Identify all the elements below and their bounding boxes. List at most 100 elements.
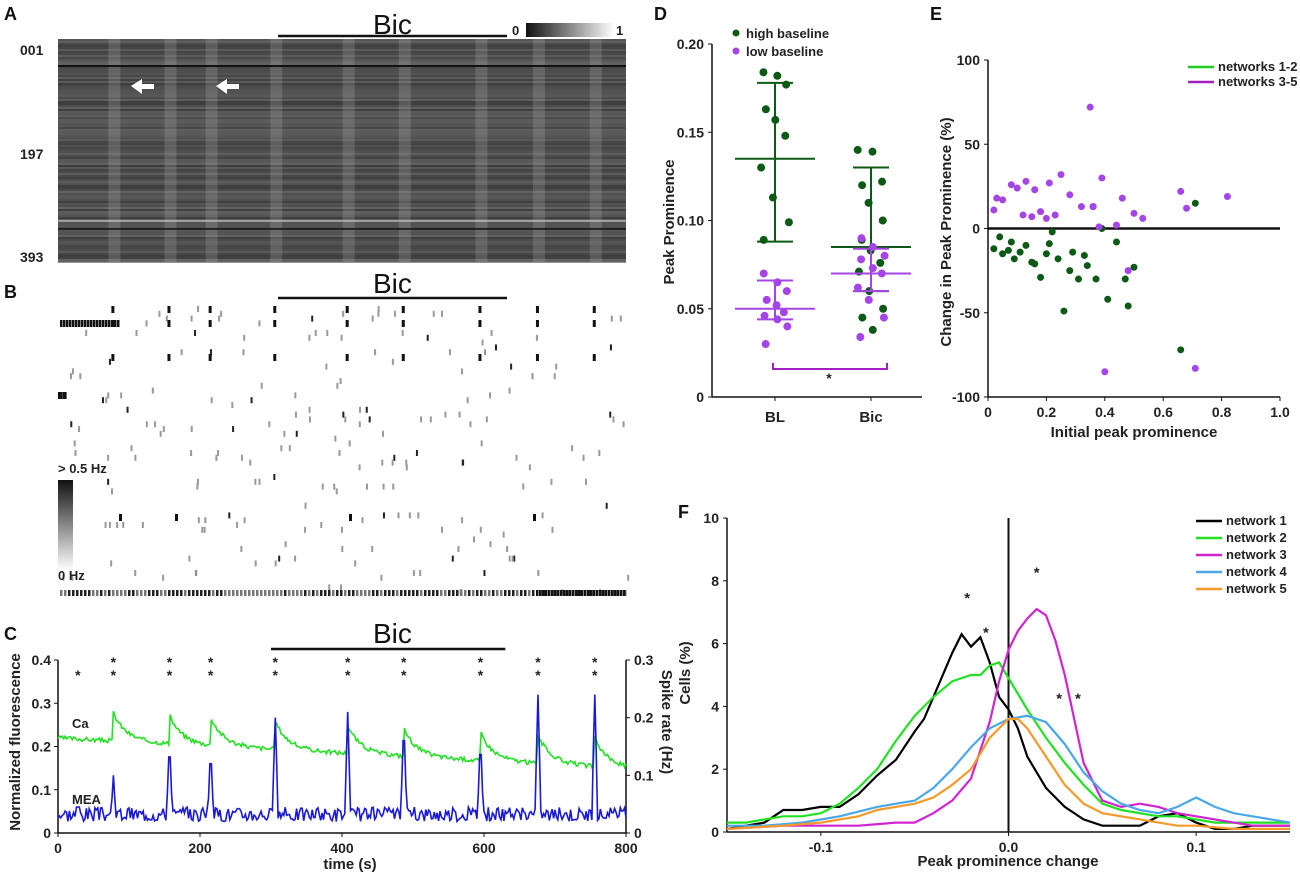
raster-spike	[592, 354, 596, 361]
raster-spike	[404, 590, 407, 596]
raster-spike	[376, 590, 379, 596]
data-point	[858, 181, 867, 190]
raster-spike	[87, 320, 90, 327]
heatmap-row	[58, 225, 626, 227]
raster-spike	[457, 546, 460, 552]
heatmap-row	[58, 125, 626, 127]
raster-spike	[288, 590, 291, 596]
raster-spike	[352, 590, 355, 596]
raster-spike	[420, 590, 423, 596]
raster-spike	[448, 590, 451, 596]
raster-spike	[334, 435, 337, 442]
raster-spike	[535, 334, 538, 341]
panel-f-legend: network 1 network 2 network 3 network 4 netw…	[1196, 513, 1287, 596]
data-point	[1042, 250, 1050, 258]
raster-spike	[539, 590, 542, 596]
raster-spike	[188, 555, 191, 562]
raster-spike	[197, 306, 200, 312]
raster-spike	[196, 590, 199, 596]
panel-e-ytick-label: -50	[960, 305, 980, 321]
significance-star: *	[983, 624, 989, 641]
heatmap-row	[58, 73, 626, 75]
raster-spike	[180, 590, 183, 596]
data-point	[773, 71, 782, 80]
panel-c-y2tick-label: 0.1	[634, 767, 654, 783]
panel-e-ytick-label: 0	[972, 221, 980, 237]
heatmap-row	[58, 39, 626, 41]
raster-spike	[537, 570, 540, 576]
data-point	[1130, 209, 1138, 217]
data-point	[1104, 295, 1112, 303]
raster-spike	[364, 590, 367, 596]
raster-spike	[107, 392, 110, 399]
panel-a-colorbar	[526, 23, 614, 37]
raster-spike	[535, 306, 539, 313]
raster-spike	[196, 483, 199, 490]
panel-c-title: Bic	[373, 618, 412, 649]
raster-spike	[144, 590, 147, 596]
heatmap-row	[58, 207, 626, 209]
raster-spike	[358, 464, 361, 471]
raster-spike	[288, 445, 291, 452]
panel-c-xtick-label: 200	[188, 840, 212, 856]
data-point	[762, 295, 771, 304]
raster-spike	[578, 590, 581, 596]
raster-spike	[333, 483, 336, 490]
raster-spike	[485, 416, 488, 423]
panel-a-row-label-1: 001	[20, 42, 44, 58]
raster-spike	[164, 590, 167, 596]
raster-spike	[605, 590, 608, 596]
significance-star: *	[964, 590, 970, 607]
series-network-2-line	[727, 661, 1290, 824]
heatmap-row	[58, 45, 626, 47]
heatmap-row	[58, 95, 626, 97]
heatmap-row	[58, 141, 626, 143]
panel-a-row-label-2: 197	[20, 146, 44, 162]
raster-spike	[175, 514, 178, 521]
raster-spike	[228, 512, 231, 519]
raster-spike	[483, 570, 486, 576]
data-point	[880, 251, 889, 260]
ca-event-star: *	[167, 654, 173, 670]
heatmap-row	[58, 59, 626, 61]
legend-marker-low-baseline	[732, 47, 740, 55]
heatmap-row	[58, 61, 626, 63]
raster-spike	[504, 590, 507, 596]
panel-d-category-label: BL	[765, 409, 785, 426]
data-point	[1075, 275, 1083, 283]
heatmap-row	[58, 215, 626, 217]
data-point	[1010, 255, 1018, 263]
raster-spike	[248, 590, 251, 596]
heatmap-row	[58, 237, 626, 239]
data-point	[1124, 267, 1132, 275]
heatmap-row	[58, 107, 626, 109]
data-point	[1177, 187, 1185, 195]
heatmap-row	[58, 123, 626, 125]
data-point	[1022, 177, 1030, 185]
heatmap-row	[58, 99, 626, 101]
data-point	[761, 340, 770, 349]
raster-spike	[531, 373, 534, 380]
heatmap-row	[58, 97, 626, 99]
data-point	[878, 177, 887, 186]
heatmap-event-band	[475, 39, 488, 262]
raster-spike	[64, 590, 67, 596]
heatmap-row	[58, 257, 626, 259]
raster-spike	[224, 590, 227, 596]
raster-spike	[328, 584, 331, 591]
raster-spike	[188, 590, 191, 596]
heatmap-row	[58, 155, 626, 157]
raster-spike	[516, 590, 519, 596]
raster-spike	[168, 590, 171, 596]
raster-spike	[560, 590, 563, 596]
raster-spike	[392, 590, 395, 596]
raster-spike	[172, 590, 175, 596]
data-point	[760, 311, 769, 320]
raster-spike	[108, 590, 111, 596]
raster-spike	[260, 590, 263, 596]
panel-f-ytick-label: 8	[711, 573, 719, 589]
raster-spike	[377, 310, 380, 317]
left-arrow-icon	[131, 79, 154, 94]
raster-spike	[338, 450, 341, 456]
data-point	[1037, 273, 1045, 281]
